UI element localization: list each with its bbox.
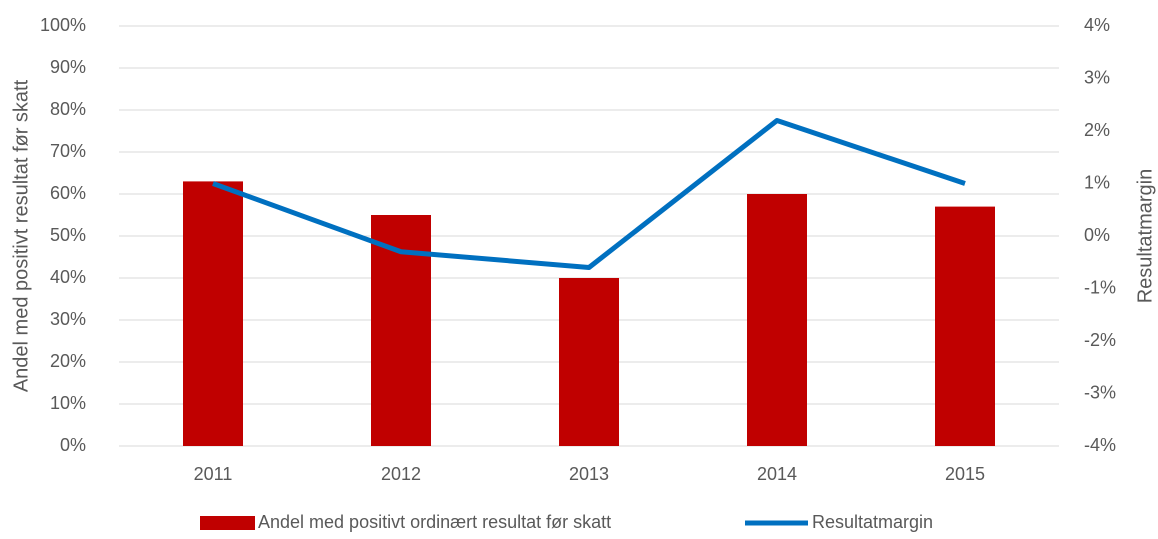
- x-tick-label: 2015: [945, 464, 985, 484]
- y-tick-label: 90%: [50, 57, 86, 77]
- y2-axis-title: Resultatmargin: [1134, 169, 1156, 304]
- y2-tick-label: -1%: [1084, 277, 1116, 297]
- x-tick-label: 2013: [569, 464, 609, 484]
- bar: [183, 181, 243, 446]
- x-tick-label: 2012: [381, 464, 421, 484]
- legend-label: Andel med positivt ordinært resultat før…: [258, 512, 611, 532]
- y2-tick-label: 1%: [1084, 172, 1110, 192]
- line: [212, 118, 966, 270]
- y-tick-label: 80%: [50, 99, 86, 119]
- x-tick-label: 2014: [757, 464, 797, 484]
- y-axis-title: Andel med positivt resultat før skatt: [10, 79, 32, 392]
- y-tick-label: 30%: [50, 309, 86, 329]
- y2-tick-label: 3%: [1084, 67, 1110, 87]
- y-tick-label: 60%: [50, 183, 86, 203]
- y-tick-label: 40%: [50, 267, 86, 287]
- y-tick-label: 50%: [50, 225, 86, 245]
- y2-tick-label: -3%: [1084, 382, 1116, 402]
- y-tick-label: 70%: [50, 141, 86, 161]
- y2-tick-label: -4%: [1084, 435, 1116, 455]
- y-tick-label: 0%: [60, 435, 86, 455]
- legend-swatch: [200, 516, 255, 530]
- bar: [747, 194, 807, 446]
- y2-tick-label: 2%: [1084, 120, 1110, 140]
- bar: [559, 278, 619, 446]
- x-tick-label: 2011: [194, 464, 233, 484]
- y2-tick-label: 4%: [1084, 15, 1110, 35]
- y-tick-label: 20%: [50, 351, 86, 371]
- y2-tick-label: 0%: [1084, 225, 1110, 245]
- y-tick-label: 100%: [40, 15, 86, 35]
- y2-tick-label: -2%: [1084, 330, 1116, 350]
- y-tick-label: 10%: [50, 393, 86, 413]
- legend-label: Resultatmargin: [812, 512, 933, 532]
- bar: [935, 206, 995, 446]
